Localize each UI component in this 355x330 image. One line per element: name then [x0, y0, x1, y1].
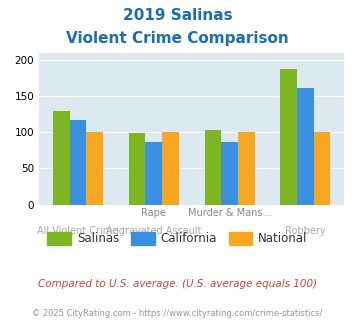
Bar: [146, 142, 162, 205]
Legend: Salinas, California, National: Salinas, California, National: [43, 227, 312, 250]
Text: Robbery: Robbery: [285, 226, 326, 236]
Bar: [162, 132, 179, 205]
Text: Compared to U.S. average. (U.S. average equals 100): Compared to U.S. average. (U.S. average …: [38, 279, 317, 289]
Bar: [86, 132, 103, 205]
Text: Rape: Rape: [141, 208, 166, 218]
Text: Violent Crime Comparison: Violent Crime Comparison: [66, 31, 289, 46]
Bar: [297, 88, 314, 205]
Text: Murder & Mans...: Murder & Mans...: [188, 208, 271, 218]
Bar: [238, 132, 255, 205]
Bar: [70, 120, 86, 205]
Bar: [314, 132, 331, 205]
Text: 2019 Salinas: 2019 Salinas: [123, 8, 232, 23]
Bar: [53, 111, 70, 205]
Text: Aggravated Assault: Aggravated Assault: [106, 226, 202, 236]
Bar: [221, 143, 238, 205]
Bar: [129, 133, 146, 205]
Bar: [280, 69, 297, 205]
Text: © 2025 CityRating.com - https://www.cityrating.com/crime-statistics/: © 2025 CityRating.com - https://www.city…: [32, 309, 323, 317]
Text: All Violent Crime: All Violent Crime: [37, 226, 119, 236]
Bar: [204, 130, 221, 205]
